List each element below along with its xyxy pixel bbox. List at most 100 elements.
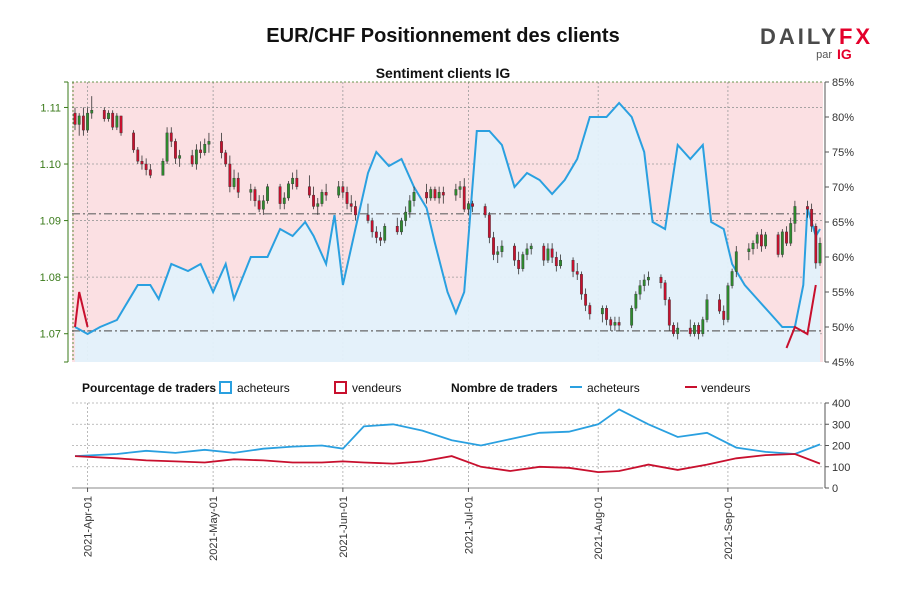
candle-body [115,115,119,128]
candle-body [203,144,207,153]
candle-body [107,112,110,119]
date-tick-label: 2021-Sep-01 [723,496,735,560]
percent-tick-label: 70% [832,182,854,194]
candle-body [253,189,257,201]
logo-fx: FX [839,24,873,49]
chart-title: EUR/CHF Positionnement des clients [266,25,619,47]
candle-body [140,160,144,165]
candle-body [312,194,315,207]
candle-body [136,149,140,162]
sellers-count-line [74,453,821,474]
candle-body [295,177,299,187]
count-tick-label: 400 [832,398,850,410]
candle-body [190,155,194,165]
candle-body [600,308,604,315]
candle-body [730,271,734,286]
date-tick-label: 2021-Jul-01 [463,496,475,554]
candle-body [458,186,462,190]
candle-body [257,200,261,210]
candle-body [404,211,408,221]
candle-body [500,245,504,252]
trader-count-grid [72,402,823,489]
candle-body [207,141,211,145]
candle-body [630,308,634,326]
legend-pct-sellers: vendeurs [352,381,401,395]
legend-pct-buyers: acheteurs [237,381,290,395]
percent-tick-label: 75% [832,147,854,159]
candle-body [366,214,370,221]
date-tick-label: 2021-May-01 [208,496,220,561]
candle-body [282,197,286,204]
percent-tick-label: 60% [832,252,854,264]
candle-body [144,163,148,170]
candle-body [734,251,738,272]
candle-body [755,234,759,244]
candle-body [487,214,491,238]
logo-par: par [816,49,832,61]
candle-body [174,141,177,159]
candle-body [412,192,416,201]
candle-body [705,299,709,320]
candle-body [291,177,295,185]
candle-body [525,248,529,255]
candle-body [483,206,487,216]
legend-pct-buyers-swatch [219,381,232,394]
percent-tick-label: 50% [832,322,854,334]
candle-body [542,245,546,261]
candle-body [814,226,818,264]
candle-body [383,226,387,241]
candle-body [278,186,282,204]
legend-count-sellers: vendeurs [701,381,750,395]
candle-body [316,203,320,207]
candle-body [663,282,667,300]
buyers-pct-line [74,101,821,336]
price-candles [73,96,822,340]
candle-body [726,285,730,320]
percent-tick-label: 45% [832,357,854,369]
candle-body [467,203,470,210]
candle-body [697,325,701,334]
candle-body [148,169,152,176]
candle-body [232,177,236,187]
candle-body [613,322,617,326]
candle-body [688,327,692,334]
candle-body [400,220,403,233]
candle-body [521,254,525,269]
candle-body [287,183,290,199]
candle-body [90,110,94,114]
candle-body [441,192,445,196]
date-tick-label: 2021-Apr-01 [83,496,95,557]
candle-body [261,200,265,210]
candle-body [337,186,341,196]
candle-body [550,248,554,258]
candle-body [672,325,675,334]
candle-body [266,186,269,201]
sentiment-panel: 1.07 1.08 1.09 1.10 1.11 45% 50% 55% 60% 65% 70% 7… [40,77,855,369]
candle-body [220,141,223,153]
candle-body [236,177,240,193]
candle-body [776,234,780,255]
candle-body [554,257,558,267]
candle-body [793,206,797,224]
candle-body [584,293,588,306]
date-tick-label: 2021-Jun-01 [338,496,350,558]
candle-body [169,132,173,142]
candle-body [111,112,115,128]
sellers-pct-line-start [74,291,89,328]
candle-body [659,276,663,284]
candle-body [764,234,767,247]
candle-body [722,310,726,320]
candle-body [492,237,495,255]
candle-body [718,299,721,312]
candle-body [178,155,182,159]
candle-body [780,231,784,255]
candle-body [676,327,680,334]
price-tick-label: 1.08 [40,272,61,284]
candle-body [199,149,202,153]
candle-body [642,279,646,286]
count-tick-label: 100 [832,462,850,474]
candle-body [132,132,135,151]
count-tick-label: 300 [832,419,850,431]
percent-tick-label: 65% [832,217,854,229]
